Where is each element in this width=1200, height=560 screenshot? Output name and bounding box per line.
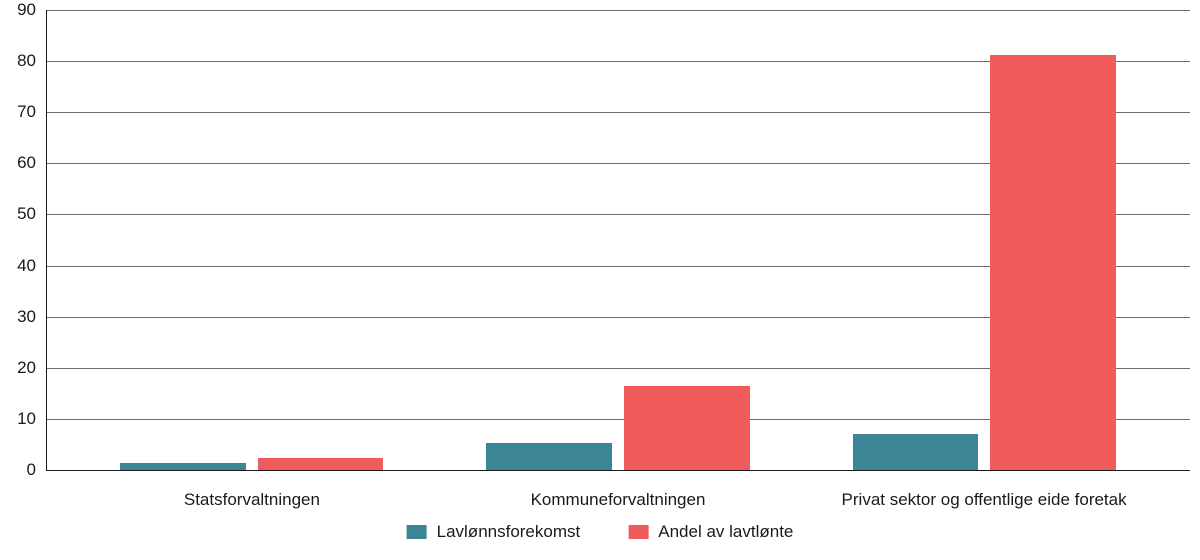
legend-label: Andel av lavtlønte	[658, 522, 793, 542]
bar-lavlonnsforekomst	[120, 463, 246, 470]
x-tick-label: Privat sektor og offentlige eide foretak	[842, 490, 1127, 510]
legend-swatch-icon	[407, 525, 427, 539]
legend-swatch-icon	[628, 525, 648, 539]
bar-chart: LavlønnsforekomstAndel av lavtlønte 0102…	[0, 0, 1200, 560]
plot-area	[46, 10, 1190, 470]
gridline	[46, 470, 1190, 471]
bar-lavlonnsforekomst	[853, 434, 979, 470]
gridline	[46, 10, 1190, 11]
x-tick-label: Kommuneforvaltningen	[531, 490, 706, 510]
bar-andel_av_lavtlonte	[624, 386, 750, 470]
y-axis-line	[46, 10, 47, 470]
legend-item: Andel av lavtlønte	[628, 522, 793, 542]
x-tick-label: Statsforvaltningen	[184, 490, 320, 510]
legend-item: Lavlønnsforekomst	[407, 522, 581, 542]
bar-lavlonnsforekomst	[486, 443, 612, 470]
bar-andel_av_lavtlonte	[258, 458, 384, 470]
legend-label: Lavlønnsforekomst	[437, 522, 581, 542]
legend: Lavlønnsforekomst Andel av lavtlønte	[407, 522, 794, 542]
bar-andel_av_lavtlonte	[990, 55, 1116, 470]
